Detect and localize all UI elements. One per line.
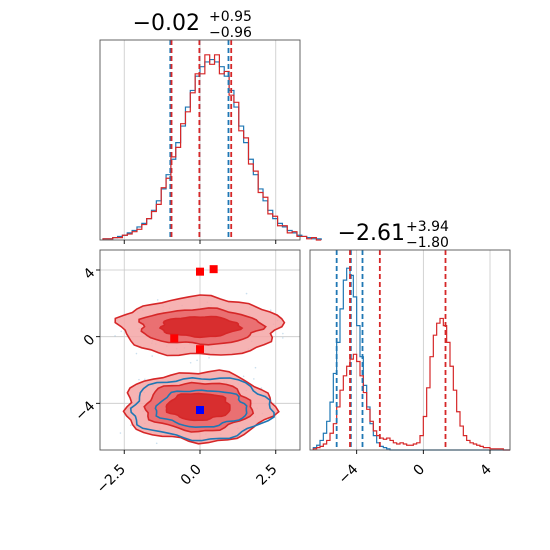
contour-blue-level-0 — [129, 376, 275, 442]
contour-sample-point — [242, 375, 245, 378]
contour-xtick-label-1: 0.0 — [178, 462, 205, 489]
contour-blue-marker-0 — [196, 406, 204, 414]
contour-sample-point — [260, 387, 263, 389]
hist-x-title-lower: −0.96 — [209, 25, 252, 41]
contour-sample-point — [253, 378, 255, 380]
hist-y-title-upper: +3.94 — [406, 219, 449, 235]
contour-sample-point — [114, 335, 116, 337]
contour-sample-point — [208, 357, 210, 359]
contour-red-level-0-2 — [158, 315, 244, 339]
contour-sample-point — [155, 442, 158, 445]
contour-xtick-label-0: −2.5 — [94, 462, 129, 497]
contour-sample-point — [165, 454, 167, 456]
contour-red-marker-2 — [196, 345, 204, 354]
contour-ytick-label-0: 4 — [81, 265, 99, 283]
contour-sample-point — [129, 424, 132, 427]
hist-x-title-upper: +0.95 — [209, 9, 252, 25]
contour-sample-point — [216, 451, 218, 453]
panel-contour: −2.5 0.0 2.5 4 0 −4 — [72, 249, 301, 497]
contour-sample-point — [196, 359, 198, 362]
contour-sample-point — [151, 355, 154, 357]
hist-x-series-red — [102, 54, 322, 241]
contour-red-marker-1 — [170, 334, 179, 343]
contour-red-marker-3 — [209, 265, 218, 274]
contour-sample-point — [138, 378, 140, 381]
contour-sample-point — [245, 292, 248, 295]
panel-hist-y: −4 0 4 −2.61 +3.94 −1.80 — [309, 219, 511, 487]
contour-red-marker-0 — [196, 267, 204, 276]
hist-x-title-value: −0.02 — [133, 11, 200, 36]
hist-y-xtick-label-2: 4 — [477, 461, 495, 479]
contour-ytick-label-1: 0 — [81, 332, 99, 350]
hist-y-xtick-label-1: 0 — [411, 462, 429, 480]
panel-hist-y-frame — [309, 249, 511, 451]
contour-sample-point — [282, 332, 284, 335]
hist-y-xtick-label-0: −4 — [336, 461, 362, 487]
contour-sample-point — [269, 309, 272, 311]
contour-ytick-label-2: −4 — [72, 398, 98, 424]
contour-sample-point — [282, 337, 284, 339]
hist-y-title-value: −2.61 — [338, 221, 405, 246]
hist-x-series-blue — [102, 58, 322, 240]
contour-sample-point — [156, 299, 159, 301]
hist-y-series-blue — [312, 267, 510, 451]
contour-sample-point — [189, 361, 192, 364]
contour-sample-point — [119, 432, 122, 434]
hist-y-series-red — [312, 317, 510, 451]
hist-y-title-lower: −1.80 — [406, 235, 449, 251]
contour-sample-point — [254, 366, 257, 369]
contour-sample-point — [135, 352, 138, 355]
contour-blue-level-1 — [154, 389, 248, 429]
panel-hist-x: −0.02 +0.95 −0.96 — [99, 9, 322, 244]
contour-sample-point — [144, 378, 146, 381]
contour-xtick-label-2: 2.5 — [254, 462, 281, 489]
contour-sample-point — [120, 330, 123, 333]
